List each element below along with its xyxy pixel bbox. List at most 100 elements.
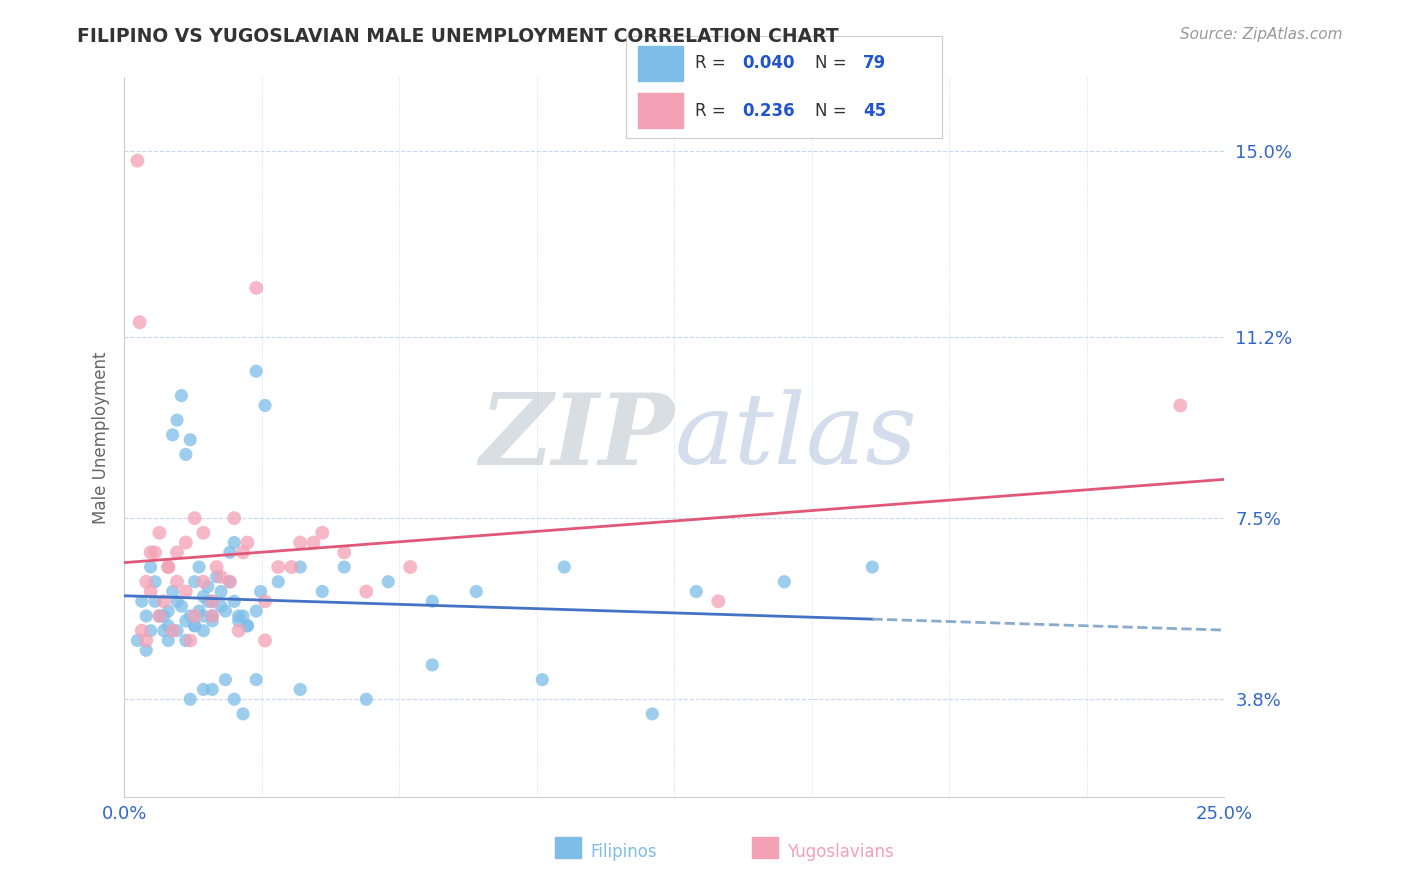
Point bbox=[166, 624, 188, 638]
Point bbox=[553, 560, 575, 574]
Point bbox=[183, 574, 205, 589]
Point bbox=[162, 584, 184, 599]
Point bbox=[148, 525, 170, 540]
Point bbox=[193, 682, 215, 697]
Point bbox=[333, 545, 356, 559]
Text: 79: 79 bbox=[863, 54, 886, 72]
Point bbox=[311, 584, 333, 599]
Point bbox=[153, 609, 176, 624]
Point bbox=[170, 389, 193, 403]
Point bbox=[139, 584, 162, 599]
Point bbox=[193, 574, 215, 589]
Point bbox=[139, 560, 162, 574]
Point bbox=[465, 584, 488, 599]
Text: 0.236: 0.236 bbox=[742, 102, 796, 120]
Point bbox=[201, 614, 224, 628]
Point bbox=[236, 619, 259, 633]
Point bbox=[201, 594, 224, 608]
Point bbox=[166, 594, 188, 608]
Point bbox=[228, 614, 250, 628]
Point bbox=[153, 594, 176, 608]
Point bbox=[131, 594, 153, 608]
Bar bbox=[638, 45, 683, 81]
Point bbox=[224, 535, 246, 549]
Point bbox=[290, 535, 312, 549]
Point bbox=[193, 609, 215, 624]
Point bbox=[135, 574, 157, 589]
Point bbox=[354, 692, 377, 706]
Point bbox=[197, 580, 219, 594]
Point bbox=[685, 584, 707, 599]
Point bbox=[179, 633, 201, 648]
Point bbox=[377, 574, 399, 589]
Point bbox=[302, 535, 325, 549]
Point bbox=[228, 609, 250, 624]
Point bbox=[232, 706, 254, 721]
Point bbox=[773, 574, 796, 589]
Point bbox=[162, 427, 184, 442]
Point bbox=[420, 594, 443, 608]
Point bbox=[290, 682, 312, 697]
Point bbox=[249, 584, 271, 599]
Point bbox=[209, 599, 232, 614]
Text: Filipinos: Filipinos bbox=[591, 843, 657, 861]
Point bbox=[135, 643, 157, 657]
Point bbox=[139, 624, 162, 638]
Bar bbox=[638, 93, 683, 128]
Point bbox=[179, 609, 201, 624]
Point bbox=[205, 570, 228, 584]
Point bbox=[209, 584, 232, 599]
Text: N =: N = bbox=[815, 54, 852, 72]
Point bbox=[157, 633, 180, 648]
Point bbox=[148, 609, 170, 624]
Point bbox=[135, 633, 157, 648]
Point bbox=[127, 153, 149, 168]
Text: 45: 45 bbox=[863, 102, 886, 120]
Text: atlas: atlas bbox=[675, 390, 917, 485]
Point bbox=[245, 604, 267, 618]
Text: Source: ZipAtlas.com: Source: ZipAtlas.com bbox=[1180, 27, 1343, 42]
Point bbox=[209, 570, 232, 584]
Point bbox=[641, 706, 664, 721]
Point bbox=[201, 594, 224, 608]
Point bbox=[201, 609, 224, 624]
Point bbox=[153, 624, 176, 638]
Point bbox=[188, 604, 211, 618]
Point bbox=[193, 624, 215, 638]
Point bbox=[183, 619, 205, 633]
Point bbox=[174, 584, 197, 599]
Point bbox=[245, 364, 267, 378]
Point bbox=[232, 609, 254, 624]
Text: 0.040: 0.040 bbox=[742, 54, 796, 72]
Point bbox=[254, 594, 277, 608]
Point bbox=[166, 574, 188, 589]
Point bbox=[267, 560, 290, 574]
Point bbox=[218, 574, 240, 589]
Text: R =: R = bbox=[696, 102, 731, 120]
Point bbox=[179, 433, 201, 447]
Point bbox=[354, 584, 377, 599]
Point bbox=[224, 511, 246, 525]
Point bbox=[201, 682, 224, 697]
Point bbox=[162, 624, 184, 638]
Point bbox=[128, 315, 150, 329]
Point bbox=[139, 545, 162, 559]
Point bbox=[148, 609, 170, 624]
Point bbox=[224, 692, 246, 706]
Point bbox=[157, 604, 180, 618]
Point bbox=[157, 560, 180, 574]
Point bbox=[232, 545, 254, 559]
Point bbox=[245, 281, 267, 295]
Point bbox=[254, 633, 277, 648]
Point bbox=[197, 594, 219, 608]
Point bbox=[290, 560, 312, 574]
Point bbox=[201, 609, 224, 624]
Y-axis label: Male Unemployment: Male Unemployment bbox=[93, 351, 110, 524]
Point bbox=[1170, 399, 1192, 413]
Point bbox=[218, 545, 240, 559]
Point bbox=[143, 574, 166, 589]
Point bbox=[267, 574, 290, 589]
Point bbox=[399, 560, 422, 574]
Point bbox=[166, 413, 188, 427]
Point bbox=[420, 657, 443, 672]
